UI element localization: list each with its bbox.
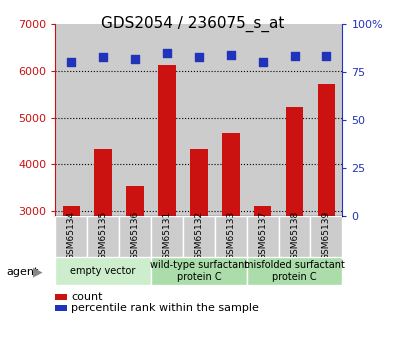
Text: GSM65135: GSM65135 [99,211,108,260]
Text: GSM65131: GSM65131 [162,211,171,260]
Bar [214,216,246,257]
Point [322,53,329,59]
Text: agent: agent [6,267,38,277]
Point [259,60,265,65]
Point [195,54,202,59]
Bar [190,149,207,216]
Bar [55,216,87,257]
Bar [151,216,182,257]
Text: GSM65138: GSM65138 [289,211,298,260]
Text: empty vector: empty vector [70,266,135,276]
Text: count: count [71,292,102,302]
Text: GSM65134: GSM65134 [67,211,76,260]
Bar [246,216,278,257]
Bar [151,257,246,285]
Point [68,60,74,65]
Bar [310,216,342,257]
Point [131,56,138,61]
Point [100,54,106,59]
Bar [126,186,144,216]
Point [163,50,170,56]
Bar [182,216,214,257]
Bar [317,84,335,216]
Bar [62,206,80,216]
Bar [253,206,271,216]
Bar [221,134,239,216]
Text: GSM65133: GSM65133 [226,211,235,260]
Bar [94,149,112,216]
Bar [278,216,310,257]
Bar [246,257,342,285]
Bar [158,65,175,216]
Text: ▶: ▶ [33,265,43,278]
Text: wild-type surfactant
protein C: wild-type surfactant protein C [149,260,247,282]
Point [290,53,297,59]
Bar [55,257,151,285]
Text: misfolded surfactant
protein C: misfolded surfactant protein C [243,260,344,282]
Point [227,52,234,58]
Bar [119,216,151,257]
Text: percentile rank within the sample: percentile rank within the sample [71,303,258,313]
Text: GSM65136: GSM65136 [130,211,139,260]
Text: GSM65132: GSM65132 [194,211,203,260]
Text: GSM65137: GSM65137 [258,211,267,260]
Bar [285,107,303,216]
Text: GSM65139: GSM65139 [321,211,330,260]
Bar [87,216,119,257]
Text: GDS2054 / 236075_s_at: GDS2054 / 236075_s_at [101,16,284,32]
